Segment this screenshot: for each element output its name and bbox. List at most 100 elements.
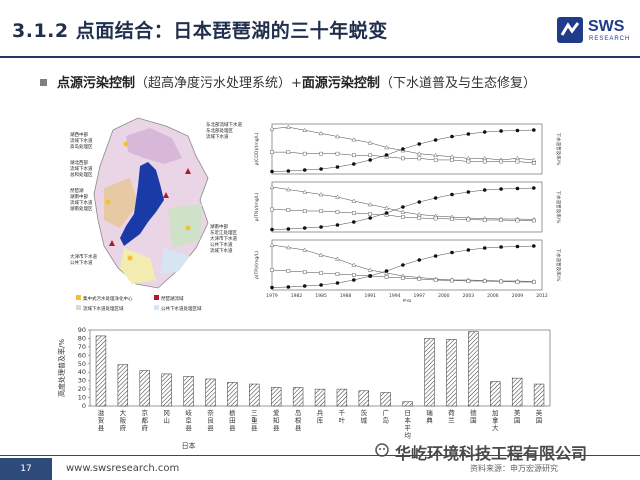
water-quality-chart: ρ(COD)/(mg/L) 下水道普及率/% ρ(TN)/(mg/L) 下水道普及率/… (254, 123, 562, 311)
bar-category-label: 良 (207, 416, 214, 425)
series-point-square (335, 210, 340, 214)
series-point-dot (433, 138, 438, 142)
series-point-dot (515, 186, 520, 191)
series-point-square (270, 268, 274, 272)
bar-category-label: 加 (492, 408, 499, 417)
bar (468, 331, 479, 407)
series-point-dot (482, 246, 487, 250)
bar-category-label: 茨 (361, 408, 368, 417)
series-point-dot (532, 244, 536, 248)
y-tick-label: 50 (78, 360, 86, 368)
series-point-square (433, 158, 438, 162)
map-label: 湖北西部 (70, 159, 88, 166)
bar-category-label: 叶 (339, 416, 346, 425)
bar-category-label: 府 (142, 423, 149, 432)
bar-category-label: 县 (185, 424, 192, 432)
series-point-triangle (302, 127, 308, 132)
slide-header: 3.1.2 点面结合：日本琵琶湖的三十年蜕变 SWS RESEARCH (0, 0, 640, 60)
page-number: 17 (20, 464, 32, 474)
x-tick-label: 2000 (438, 293, 450, 299)
series-point-dot (482, 188, 487, 192)
series-point-triangle (269, 242, 275, 247)
wechat-icon (375, 443, 389, 457)
series-point-dot (302, 226, 307, 230)
logo-text: SWS (588, 18, 625, 35)
treatment-rate-bar-chart-container: 0 10 20 30 40 50 60 70 80 90 高度处理普及率/% 滋贺县大阪府京都府冈山岐… (56, 326, 556, 451)
series-point-square (499, 159, 503, 164)
map-label: 大津市下水道 (70, 253, 97, 260)
x-tick-label: 2012 (536, 293, 548, 299)
series-point-dot (499, 129, 503, 133)
bar (336, 388, 348, 407)
map-label: 总和处理区 (70, 171, 93, 178)
y-tick-label: 20 (78, 385, 86, 393)
bar (95, 335, 107, 407)
series-point-dot (302, 168, 307, 172)
map-legend-swatch (76, 295, 81, 300)
bar-category-label: 岐 (185, 408, 192, 417)
bar (292, 387, 304, 407)
y-tick-label: 30 (78, 377, 86, 385)
series-point-square (499, 279, 503, 284)
bar-category-label: 县 (207, 424, 214, 432)
bar-category-label: 冈 (163, 409, 170, 417)
series-point-square (417, 277, 422, 281)
bar-category-label: 国 (470, 417, 477, 425)
series-point-dot (384, 269, 389, 273)
map-label: 湖南中部 (210, 223, 228, 230)
series-point-square (270, 207, 274, 212)
x-tick-label: 1991 (364, 293, 376, 299)
series-point-square (515, 159, 520, 164)
series-point-square (302, 151, 307, 156)
bar-category-label: 城 (361, 417, 368, 425)
series-point-square (417, 216, 422, 220)
bar-category-label: 滋 (98, 408, 105, 417)
bar-category-label: 阪 (120, 416, 127, 425)
bar (271, 387, 282, 407)
lake-biwa-map: 湖西中部 流域下水道 高岛处理区 湖北西部 流域下水道 总和处理区 琵琶湖 湖南中部 流域下水道… (68, 108, 254, 318)
series-point-dot (384, 153, 389, 157)
series-point-square (352, 273, 356, 277)
bullet-bold-point-source: 点源污染控制 (57, 76, 136, 91)
series-point-dot (319, 167, 323, 171)
map-legend-label: 琵琶湖流域 (161, 295, 184, 302)
x-tick-label: 1982 (291, 293, 303, 299)
series-point-dot (270, 227, 274, 232)
bar-category-label: 岛 (295, 408, 302, 417)
series-point-square (286, 208, 291, 212)
series-point-dot (466, 248, 471, 252)
footer-url[interactable]: www.swsresearch.com (66, 463, 180, 474)
series-point-square (466, 279, 471, 283)
series-point-square (450, 158, 454, 162)
bar-group-label: 日本 (182, 441, 196, 450)
series-point-square (532, 161, 536, 165)
map-label: 东近江处理区 (210, 229, 237, 236)
series-point-square (335, 151, 340, 156)
series-point-square (417, 156, 422, 161)
series-point-dot (450, 250, 454, 255)
bar-category-label: 荷 (448, 408, 455, 417)
series-point-dot (286, 227, 291, 231)
footer-rule (0, 455, 640, 456)
bar-category-label: 岛 (382, 416, 389, 425)
bar-category-label: 国 (536, 417, 543, 425)
bar-category-label: 府 (120, 423, 127, 432)
series-point-dot (433, 254, 438, 258)
map-label: 琵琶湖 (70, 187, 84, 194)
series-point-dot (450, 192, 454, 197)
watermark-text: 华屹环境科技工程有限公司 (395, 444, 588, 463)
series-point-square (532, 218, 536, 223)
series-point-triangle (416, 151, 422, 156)
bar (249, 383, 260, 407)
series-point-dot (466, 190, 471, 194)
map-label: 流域下水道 (206, 133, 229, 140)
series-point-dot (335, 165, 340, 169)
series-point-triangle (335, 256, 340, 261)
x-tick-label: 2006 (487, 293, 499, 299)
series-point-triangle (384, 205, 389, 210)
bar (533, 383, 545, 407)
slide-title: 3.1.2 点面结合：日本琵琶湖的三十年蜕变 (12, 20, 388, 42)
y-tick-label: 10 (78, 394, 86, 402)
bar-category-label: 知 (273, 416, 280, 425)
series-point-square (270, 150, 274, 154)
